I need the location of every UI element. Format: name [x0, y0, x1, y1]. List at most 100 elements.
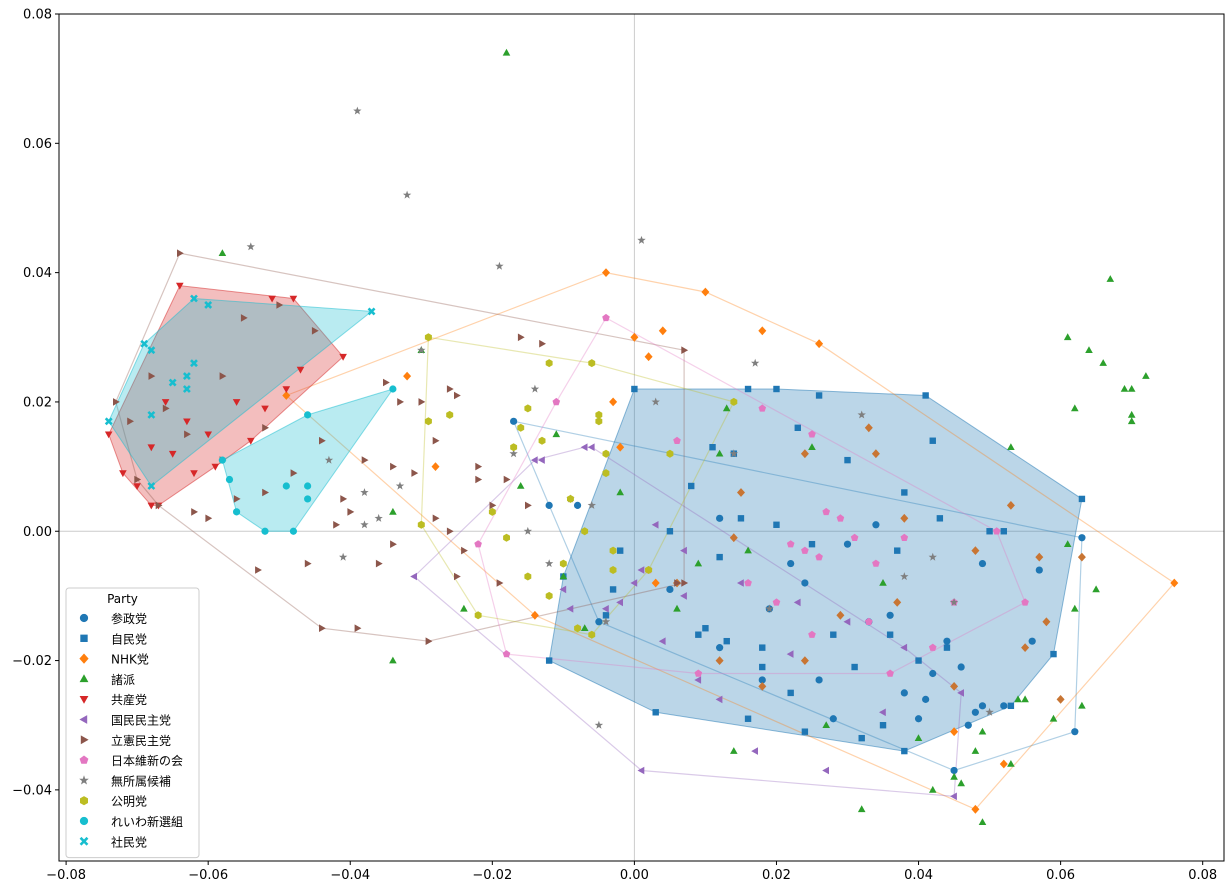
data-point	[602, 469, 610, 478]
data-point	[886, 611, 894, 619]
data-point	[510, 417, 518, 425]
data-point	[190, 359, 198, 368]
data-point	[147, 444, 156, 452]
plot-frame	[58, 13, 1225, 862]
data-point	[800, 449, 809, 459]
data-point	[545, 591, 553, 600]
legend-entry: 参政党	[79, 611, 147, 626]
y-tick-label: 0.08	[23, 8, 52, 23]
data-point	[950, 727, 959, 737]
data-point	[225, 475, 234, 484]
data-point	[460, 604, 468, 612]
data-point	[190, 294, 198, 303]
data-point	[324, 455, 334, 464]
legend-entry: 共産党	[79, 692, 147, 707]
data-point	[929, 437, 936, 444]
legend-marker	[79, 696, 89, 704]
data-point	[319, 624, 326, 632]
data-point	[652, 709, 659, 716]
data-point	[914, 734, 923, 741]
data-point	[715, 695, 723, 704]
data-point	[595, 417, 603, 426]
data-point	[446, 410, 454, 419]
data-point	[808, 630, 816, 638]
data-point	[808, 430, 816, 438]
data-point	[246, 242, 255, 251]
data-point	[262, 488, 269, 497]
data-point	[978, 818, 987, 825]
data-point	[204, 431, 212, 439]
data-point	[339, 353, 347, 361]
data-point	[418, 398, 426, 406]
series-1-points	[545, 385, 1086, 755]
data-point	[148, 372, 156, 380]
legend-entry: 国民民主党	[79, 713, 171, 728]
data-point	[524, 572, 532, 581]
data-point	[609, 566, 617, 574]
data-point	[183, 418, 191, 426]
data-point	[964, 721, 972, 729]
data-point	[574, 624, 581, 633]
data-point	[744, 715, 752, 722]
data-point	[1049, 714, 1058, 722]
data-point	[182, 385, 191, 393]
data-point	[488, 507, 496, 516]
data-point	[1085, 346, 1093, 353]
y-tick-label: 0.02	[23, 395, 52, 410]
data-point	[304, 411, 312, 419]
data-point	[304, 482, 312, 490]
data-point	[523, 526, 532, 535]
data-point	[361, 456, 369, 464]
data-point	[1050, 650, 1057, 658]
data-point	[133, 483, 141, 490]
data-point	[304, 495, 312, 503]
data-point	[815, 553, 823, 561]
data-point	[829, 715, 837, 723]
data-point	[601, 617, 611, 626]
data-point	[759, 663, 766, 671]
data-point	[978, 702, 987, 710]
series-6-points	[113, 249, 689, 645]
data-point	[162, 404, 170, 413]
data-point	[616, 442, 625, 452]
data-point	[524, 404, 532, 413]
data-point	[1056, 695, 1065, 704]
data-point	[567, 494, 574, 503]
legend-marker	[80, 634, 88, 642]
data-point	[247, 437, 255, 445]
data-point	[176, 282, 184, 290]
data-point	[454, 391, 461, 400]
data-point	[801, 728, 809, 735]
data-point	[233, 495, 241, 503]
data-point	[751, 358, 760, 367]
data-point	[340, 495, 348, 503]
legend-label: 社民党	[111, 834, 147, 849]
legend-entry: NHK党	[79, 652, 149, 667]
data-point	[758, 404, 767, 412]
data-point	[566, 605, 574, 613]
legend-label: 共産党	[111, 692, 147, 707]
data-point	[787, 689, 794, 697]
series-10-points	[218, 385, 397, 535]
data-point	[495, 261, 504, 270]
data-point	[950, 766, 958, 775]
data-point	[900, 572, 909, 581]
series-2-points	[282, 268, 1179, 814]
data-point	[595, 410, 603, 419]
data-point	[702, 625, 709, 632]
data-point	[402, 190, 412, 199]
data-point	[950, 792, 957, 801]
data-point	[580, 443, 588, 451]
data-point	[127, 417, 134, 426]
data-point	[168, 450, 177, 458]
data-point	[630, 332, 639, 342]
legend-label: 国民民主党	[111, 713, 171, 728]
data-point	[204, 301, 213, 309]
data-point	[922, 392, 929, 399]
data-point	[205, 514, 213, 523]
data-point	[168, 378, 177, 387]
data-point	[943, 637, 951, 645]
data-point	[559, 572, 568, 580]
legend-label: 無所属候補	[111, 773, 171, 788]
